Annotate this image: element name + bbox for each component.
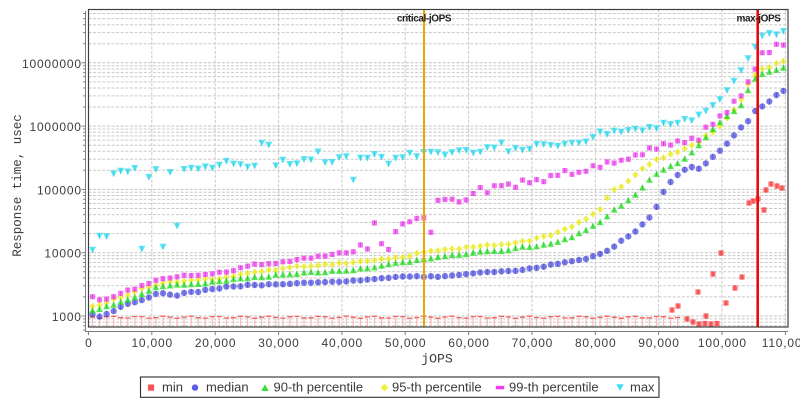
svg-text:critical-jOPS: critical-jOPS — [397, 14, 452, 25]
svg-text:0: 0 — [85, 336, 92, 350]
svg-text:10000: 10000 — [44, 247, 81, 261]
svg-text:max-jOPS: max-jOPS — [736, 14, 781, 25]
svg-text:max: max — [630, 380, 655, 395]
svg-text:1000000: 1000000 — [29, 120, 81, 134]
svg-text:99-th percentile: 99-th percentile — [509, 380, 599, 395]
svg-text:100000: 100000 — [37, 183, 82, 197]
svg-text:1000: 1000 — [52, 310, 82, 324]
svg-text:50,000: 50,000 — [385, 336, 427, 350]
svg-text:80,000: 80,000 — [575, 336, 617, 350]
svg-text:90-th percentile: 90-th percentile — [274, 380, 364, 395]
svg-text:jOPS: jOPS — [421, 352, 453, 367]
svg-text:Response time, usec: Response time, usec — [11, 114, 25, 257]
svg-text:min: min — [162, 380, 183, 395]
svg-text:20,000: 20,000 — [195, 336, 237, 350]
svg-text:90,000: 90,000 — [638, 336, 680, 350]
svg-text:95-th percentile: 95-th percentile — [392, 380, 482, 395]
svg-text:10,000: 10,000 — [131, 336, 173, 350]
svg-text:40,000: 40,000 — [322, 336, 364, 350]
svg-text:10000000: 10000000 — [22, 57, 82, 71]
svg-text:70,000: 70,000 — [512, 336, 554, 350]
svg-text:100,000: 100,000 — [698, 336, 747, 350]
svg-text:median: median — [206, 380, 249, 395]
svg-text:110,000: 110,000 — [762, 336, 800, 350]
svg-text:60,000: 60,000 — [448, 336, 490, 350]
svg-text:30,000: 30,000 — [258, 336, 300, 350]
